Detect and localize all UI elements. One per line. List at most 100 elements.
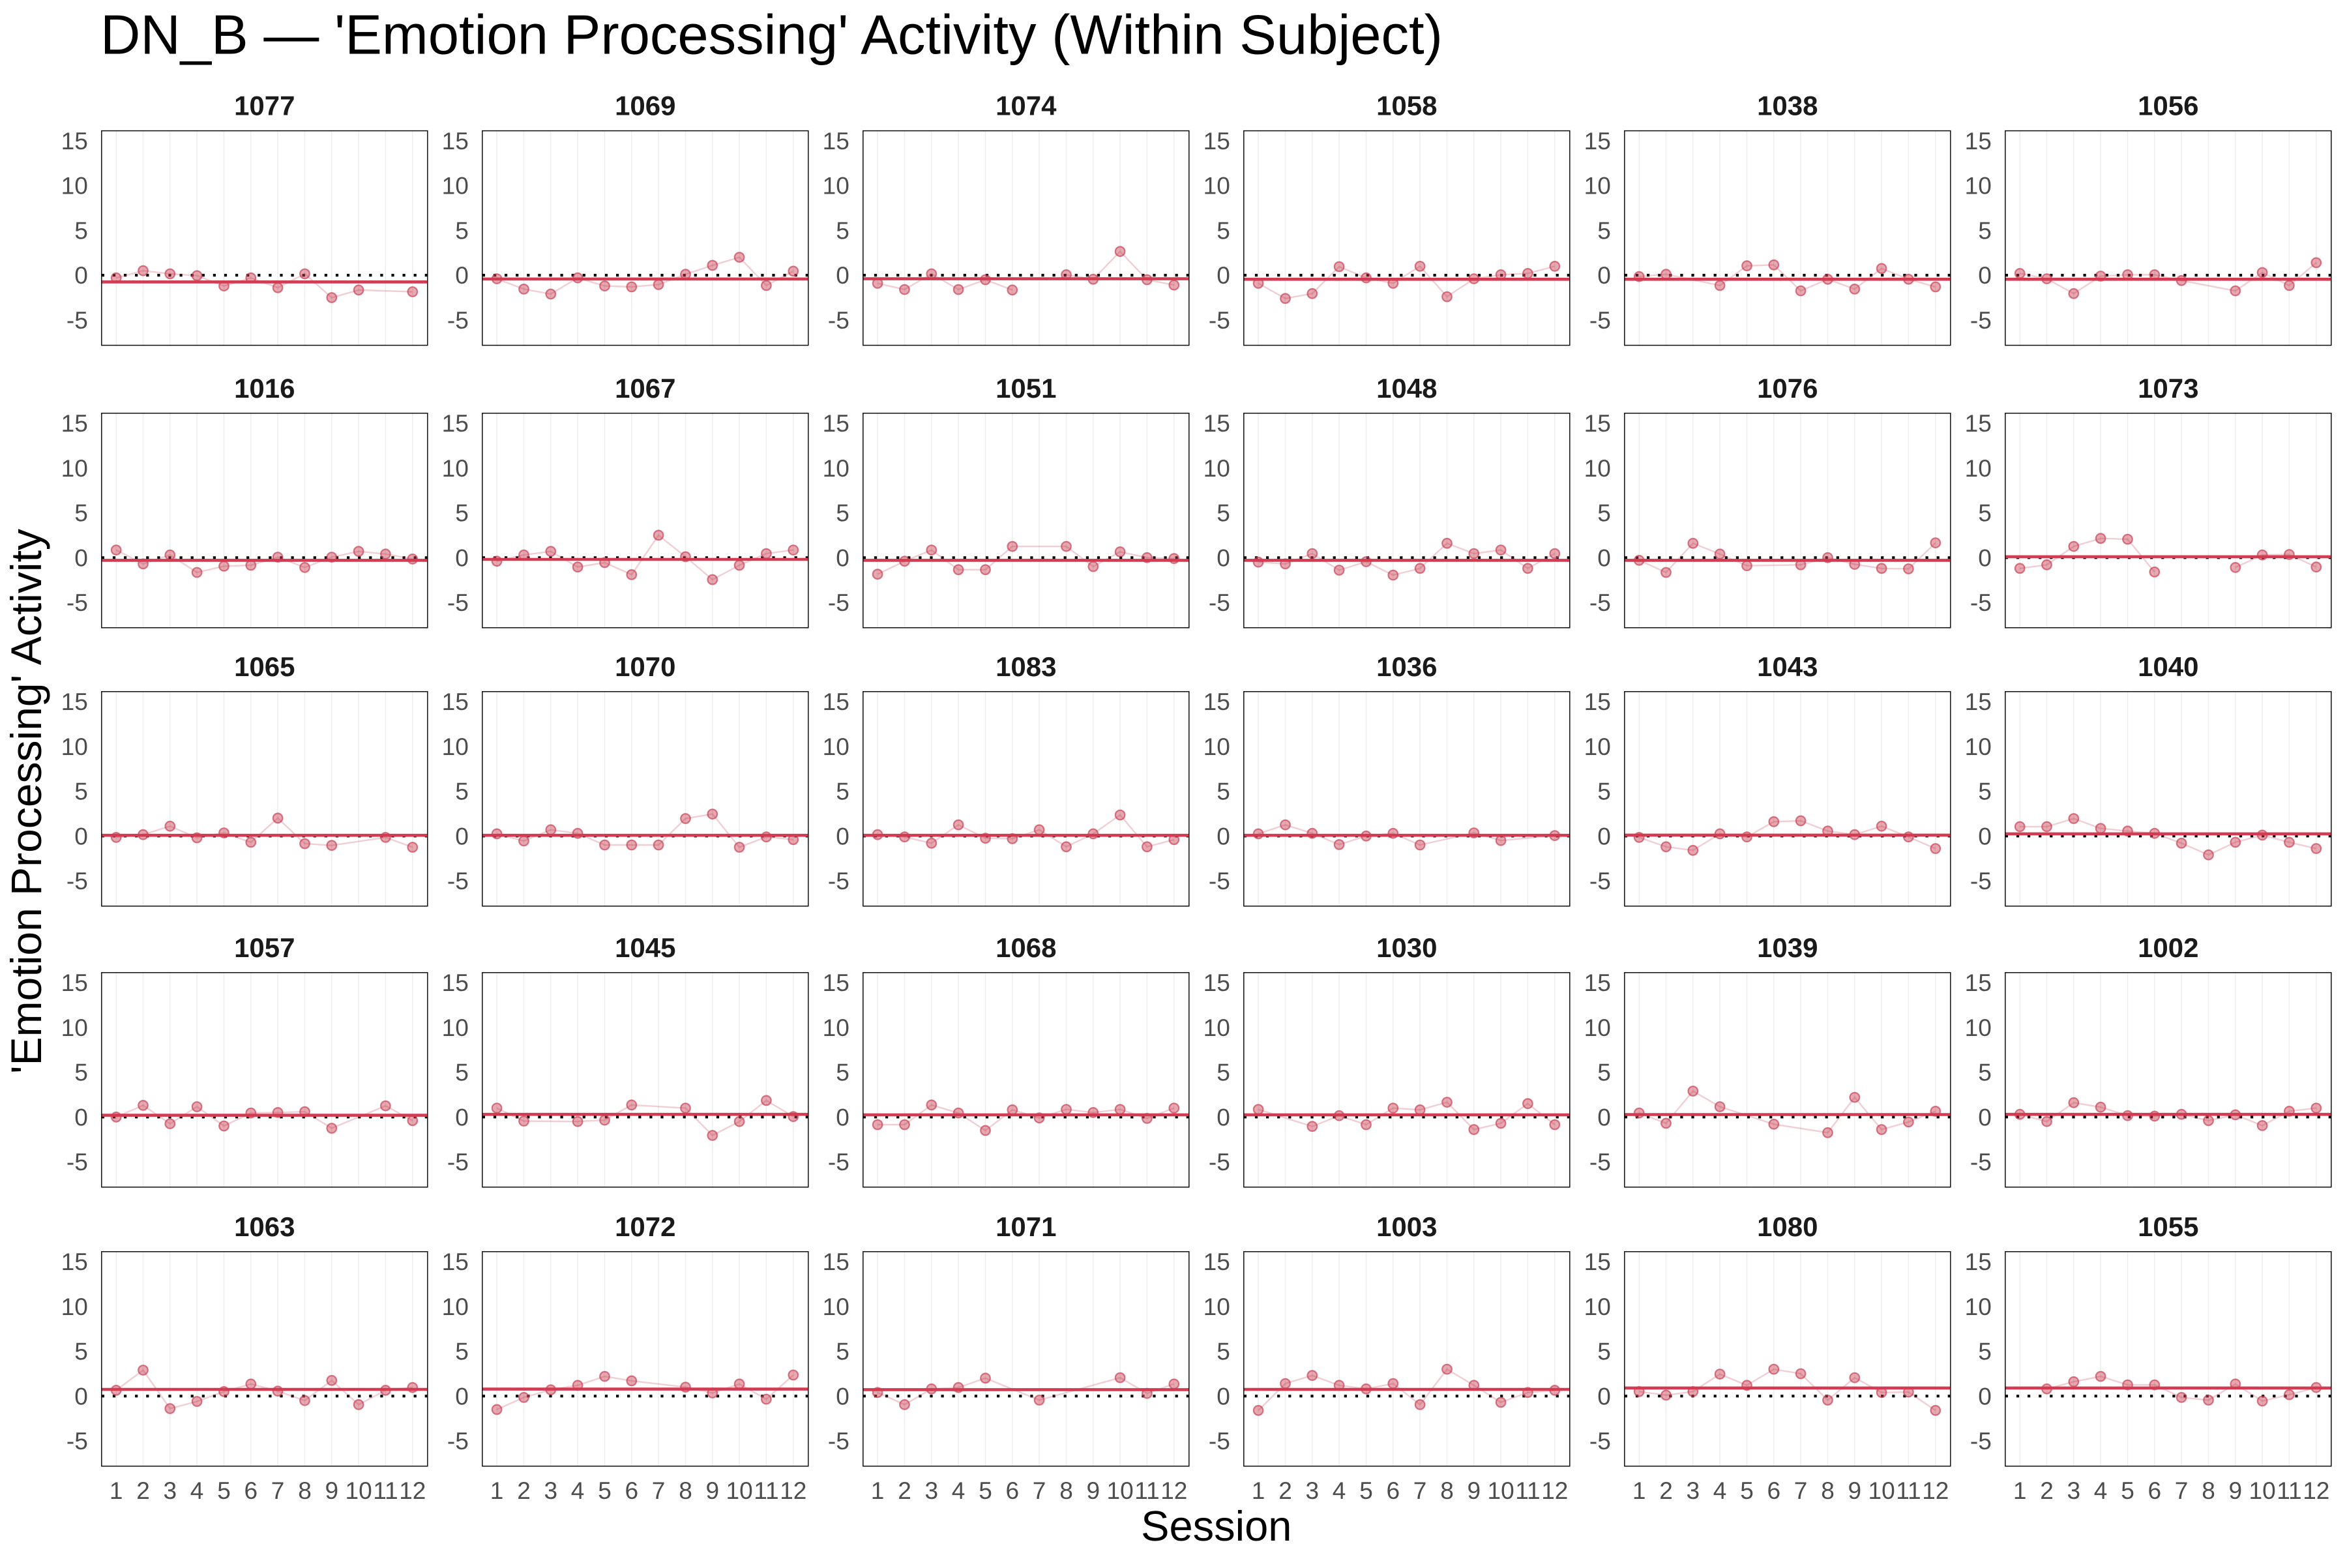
svg-text:10: 10 [1584,733,1611,760]
svg-text:10: 10 [823,733,849,760]
svg-text:1055: 1055 [2138,1211,2198,1242]
svg-text:1043: 1043 [1757,651,1818,682]
svg-text:2: 2 [1278,1477,1292,1504]
svg-text:15: 15 [1965,128,1992,155]
svg-text:15: 15 [1965,410,1992,437]
svg-text:-5: -5 [828,307,849,334]
svg-text:9: 9 [1087,1477,1100,1504]
svg-text:'Emotion Processing' Activity: 'Emotion Processing' Activity [2,529,50,1074]
svg-text:9: 9 [2229,1477,2243,1504]
svg-text:15: 15 [823,688,849,715]
svg-text:15: 15 [823,128,849,155]
svg-text:10: 10 [442,1294,469,1320]
svg-text:1016: 1016 [234,373,295,404]
svg-text:0: 0 [455,823,469,850]
svg-text:0: 0 [74,544,88,571]
svg-text:9: 9 [325,1477,339,1504]
svg-text:8: 8 [1821,1477,1835,1504]
svg-text:15: 15 [1965,688,1992,715]
svg-text:0: 0 [1597,544,1611,571]
svg-text:-5: -5 [66,307,88,334]
svg-text:10: 10 [442,1014,469,1041]
svg-text:15: 15 [442,969,469,996]
svg-text:3: 3 [1687,1477,1700,1504]
svg-text:5: 5 [74,500,88,527]
svg-text:-5: -5 [1589,589,1611,616]
svg-text:10: 10 [823,1014,849,1041]
svg-text:5: 5 [455,217,469,244]
svg-text:1040: 1040 [2138,651,2198,682]
svg-text:15: 15 [1965,1249,1992,1275]
svg-text:9: 9 [1468,1477,1481,1504]
svg-text:0: 0 [455,1104,469,1131]
svg-text:0: 0 [74,1104,88,1131]
svg-text:5: 5 [1978,217,1992,244]
svg-text:Session: Session [1141,1502,1292,1550]
svg-text:11: 11 [754,1477,778,1504]
svg-text:12: 12 [2303,1477,2329,1504]
svg-text:0: 0 [74,1383,88,1410]
svg-text:0: 0 [74,823,88,850]
svg-text:10: 10 [1965,455,1992,482]
svg-text:8: 8 [1059,1477,1073,1504]
svg-text:10: 10 [1203,1014,1230,1041]
svg-text:4: 4 [1333,1477,1346,1504]
svg-text:-5: -5 [66,868,88,895]
svg-text:10: 10 [1107,1477,1134,1504]
svg-text:12: 12 [1922,1477,1949,1504]
svg-text:7: 7 [271,1477,285,1504]
svg-text:0: 0 [836,262,849,289]
svg-text:10: 10 [1203,173,1230,200]
svg-text:15: 15 [1584,1249,1611,1275]
svg-text:5: 5 [74,217,88,244]
svg-text:5: 5 [1217,1059,1230,1086]
svg-text:15: 15 [823,410,849,437]
svg-text:-5: -5 [1209,307,1230,334]
svg-text:7: 7 [1794,1477,1808,1504]
svg-text:1071: 1071 [996,1211,1056,1242]
svg-text:1003: 1003 [1376,1211,1437,1242]
svg-text:15: 15 [823,969,849,996]
svg-text:12: 12 [780,1477,806,1504]
svg-text:10: 10 [1965,733,1992,760]
svg-text:10: 10 [346,1477,372,1504]
svg-text:5: 5 [74,1339,88,1365]
svg-text:10: 10 [823,455,849,482]
svg-text:1045: 1045 [615,932,675,963]
svg-text:-5: -5 [1589,1428,1611,1455]
svg-text:1063: 1063 [234,1211,295,1242]
svg-text:10: 10 [442,455,469,482]
svg-text:2: 2 [517,1477,531,1504]
svg-text:6: 6 [625,1477,639,1504]
svg-text:15: 15 [1965,969,1992,996]
svg-text:0: 0 [1597,823,1611,850]
svg-text:0: 0 [1597,1383,1611,1410]
svg-text:5: 5 [455,500,469,527]
svg-text:5: 5 [1978,1339,1992,1365]
svg-text:6: 6 [1006,1477,1020,1504]
svg-text:1057: 1057 [234,932,295,963]
svg-text:1: 1 [110,1477,123,1504]
svg-text:10: 10 [2249,1477,2276,1504]
svg-text:1068: 1068 [996,932,1056,963]
svg-text:0: 0 [1217,823,1230,850]
svg-text:5: 5 [1978,1059,1992,1086]
svg-text:0: 0 [1978,544,1992,571]
svg-text:10: 10 [1584,173,1611,200]
svg-text:15: 15 [1203,128,1230,155]
svg-text:5: 5 [1597,1339,1611,1365]
svg-text:3: 3 [925,1477,939,1504]
svg-text:0: 0 [1978,1383,1992,1410]
svg-text:7: 7 [1413,1477,1427,1504]
svg-text:2: 2 [1659,1477,1673,1504]
svg-text:15: 15 [1203,688,1230,715]
svg-text:1: 1 [1632,1477,1646,1504]
svg-text:15: 15 [61,128,88,155]
svg-text:DN_B — 'Emotion Processing' Ac: DN_B — 'Emotion Processing' Activity (Wi… [100,5,1443,67]
svg-text:5: 5 [455,1339,469,1365]
svg-text:15: 15 [61,410,88,437]
svg-text:7: 7 [1033,1477,1046,1504]
svg-text:6: 6 [244,1477,258,1504]
svg-text:5: 5 [2121,1477,2134,1504]
svg-text:10: 10 [442,733,469,760]
